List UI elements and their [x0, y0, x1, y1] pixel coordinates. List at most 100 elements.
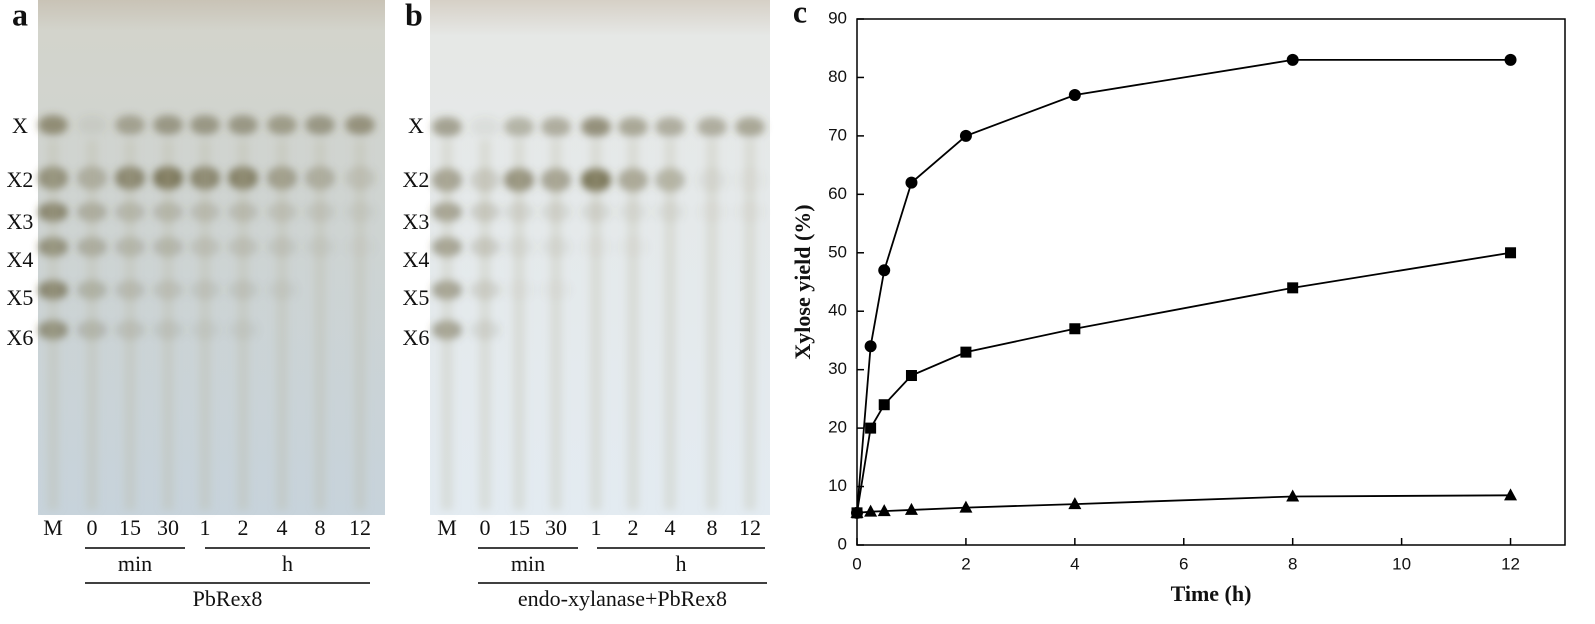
lane-streak	[479, 140, 491, 510]
y-tick-label: 40	[828, 301, 847, 320]
lane-label: 4	[277, 515, 288, 540]
spot	[267, 115, 297, 135]
marker	[1286, 53, 1299, 66]
x-tick-label: 0	[852, 554, 861, 573]
lane-label: 8	[707, 515, 718, 540]
lane-label: 0	[87, 515, 98, 540]
y-tick-label: 0	[838, 534, 847, 553]
marker	[850, 505, 864, 518]
marker	[905, 176, 918, 189]
marker-label: X5	[7, 285, 34, 310]
group-label: min	[511, 551, 545, 576]
marker	[1068, 88, 1081, 101]
marker-label: X5	[403, 285, 430, 310]
marker-label: X	[12, 113, 28, 138]
panel-letter: c	[793, 0, 807, 29]
lane-label: M	[43, 515, 63, 540]
spot	[541, 117, 571, 137]
spot	[153, 115, 183, 135]
group-label: h	[282, 551, 293, 576]
marker	[1068, 497, 1082, 510]
spot	[38, 115, 68, 135]
lane-streak	[47, 140, 59, 510]
marker	[878, 264, 891, 277]
marker-label: X2	[403, 167, 430, 192]
marker	[864, 340, 877, 353]
x-tick-label: 8	[1288, 554, 1297, 573]
y-axis-label: Xylose yield (%)	[790, 204, 815, 359]
lane-streak	[199, 140, 211, 510]
lane-streak	[744, 140, 756, 510]
marker	[1505, 247, 1517, 259]
spot	[228, 115, 258, 135]
lane-streak	[314, 140, 326, 510]
lane-streak	[550, 140, 562, 510]
marker-label: X6	[7, 325, 34, 350]
y-tick-label: 80	[828, 67, 847, 86]
lane-label: 15	[119, 515, 141, 540]
lane-label: 1	[591, 515, 602, 540]
series-line	[856, 59, 1511, 513]
marker	[1069, 323, 1081, 335]
lane-streak	[441, 140, 453, 510]
lane-label: 0	[480, 515, 491, 540]
marker	[1287, 282, 1299, 294]
lane-label: 8	[315, 515, 326, 540]
marker	[864, 504, 878, 517]
plot-frame	[856, 18, 1566, 546]
spot	[655, 117, 685, 137]
marker-label: X3	[7, 209, 34, 234]
spot	[77, 115, 107, 135]
tlc-spots	[38, 115, 765, 510]
spot	[581, 117, 611, 137]
lane-label: 15	[508, 515, 530, 540]
spot	[305, 115, 335, 135]
marker	[1504, 488, 1518, 501]
series-line	[856, 494, 1511, 514]
marker-label: X	[408, 113, 424, 138]
y-tick-label: 10	[828, 476, 847, 495]
marker	[1286, 489, 1300, 502]
lane-streak	[706, 140, 718, 510]
spot	[735, 117, 765, 137]
lane-streak	[124, 140, 136, 510]
lane-label: 30	[545, 515, 567, 540]
lane-streak	[513, 140, 525, 510]
x-tick-label: 12	[1501, 554, 1520, 573]
x-tick-label: 4	[1070, 554, 1079, 573]
panel-letter: a	[12, 0, 28, 32]
spot	[470, 117, 500, 137]
spot	[345, 115, 375, 135]
marker-label: X3	[403, 209, 430, 234]
group-label: min	[118, 551, 152, 576]
marker-label: X2	[7, 167, 34, 192]
marker	[960, 346, 972, 358]
panel-letter: b	[405, 0, 423, 32]
lane-label: 12	[739, 515, 761, 540]
spot	[697, 117, 727, 137]
y-tick-label: 30	[828, 359, 847, 378]
lane-label: 12	[349, 515, 371, 540]
marker	[959, 129, 972, 142]
marker-label: X6	[403, 325, 430, 350]
lane-label: 4	[665, 515, 676, 540]
x-tick-label: 2	[961, 554, 970, 573]
lane-streak	[237, 140, 249, 510]
marker	[865, 422, 877, 434]
x-tick-label: 6	[1179, 554, 1188, 573]
lane-label: 30	[157, 515, 179, 540]
spot	[190, 115, 220, 135]
marker	[878, 399, 890, 411]
marker-label: X4	[403, 247, 430, 272]
y-tick-label: 70	[828, 125, 847, 144]
lane-label: 2	[238, 515, 249, 540]
spot	[618, 117, 648, 137]
lane-streak	[590, 140, 602, 510]
lane-label: 1	[200, 515, 211, 540]
spot	[504, 117, 534, 137]
spot	[432, 117, 462, 137]
y-tick-label: 90	[828, 8, 847, 27]
lane-streak	[354, 140, 366, 510]
lane-label: 2	[628, 515, 639, 540]
